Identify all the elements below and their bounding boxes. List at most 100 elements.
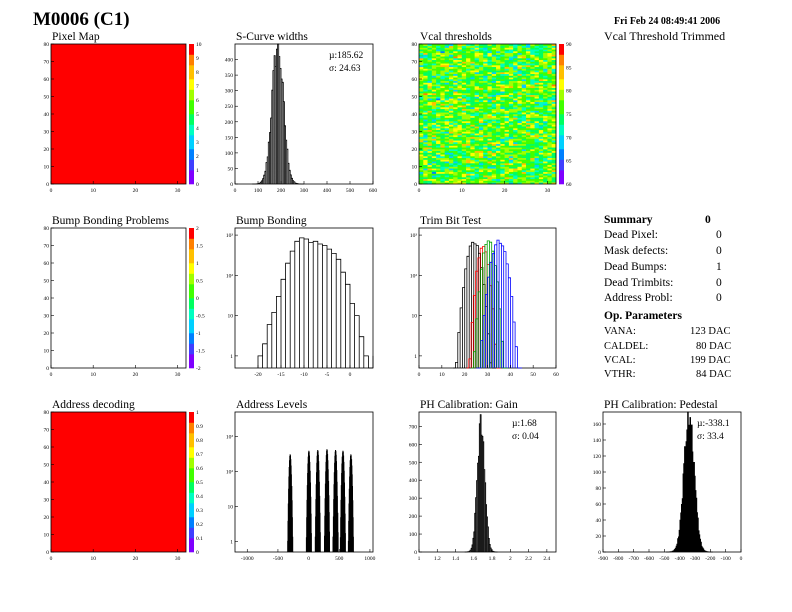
heatmap-cell (530, 58, 535, 61)
heatmap-cell (423, 110, 428, 113)
heatmap-cell (466, 159, 471, 162)
heatmap-cell (513, 82, 518, 85)
heatmap-cell (487, 84, 493, 87)
heatmap-cell (461, 121, 467, 124)
summary-label-address-probl: Address Probl: (604, 292, 673, 304)
heatmap-cell (478, 103, 484, 106)
heatmap-cell (483, 136, 488, 139)
heatmap-cell (423, 147, 428, 150)
heatmap-cell (444, 68, 450, 71)
heatmap-cell (474, 86, 480, 89)
heatmap-cell (470, 49, 475, 52)
heatmap-cell (491, 80, 497, 83)
heatmap-cell (474, 128, 480, 131)
heatmap-cell (431, 149, 437, 152)
heatmap-cell (478, 86, 484, 89)
summary-value-dead-trimbits: 0 (716, 277, 722, 289)
heatmap-cell (444, 143, 450, 146)
heatmap-cell (547, 72, 553, 75)
heatmap-cell (470, 59, 475, 62)
x-tick-label: 1.6 (470, 556, 477, 562)
color-bar-tick-label: 0.3 (196, 508, 203, 514)
color-bar-segment (189, 152, 194, 157)
heatmap-cell (470, 145, 475, 148)
heatmap-cell (419, 180, 424, 183)
heatmap-cell (436, 73, 441, 76)
x-tick-label: 10 (90, 188, 96, 194)
heatmap-cell (543, 129, 548, 132)
heatmap-cell (508, 121, 514, 124)
heatmap-cell (496, 175, 501, 178)
heatmap-cell (491, 136, 497, 139)
heatmap-cell (521, 73, 527, 76)
heatmap-cell (440, 142, 445, 145)
heatmap-cell (483, 124, 488, 127)
heatmap-cell (470, 180, 475, 183)
heatmap-cell (517, 44, 523, 47)
heatmap-cell (474, 156, 480, 159)
heatmap-cell (526, 56, 531, 59)
heatmap-cell (483, 89, 488, 92)
heatmap-cell (457, 150, 463, 153)
heatmap-cell (470, 89, 475, 92)
heatmap-cell (453, 117, 458, 120)
heatmap-cell (436, 63, 441, 66)
color-bar-segment (189, 51, 194, 55)
heatmap-cell (478, 107, 484, 110)
heatmap-cell (491, 163, 497, 166)
heatmap-cell (551, 170, 557, 173)
heatmap-cell (461, 152, 467, 155)
heatmap-cell (436, 96, 441, 99)
heatmap-cell (500, 180, 505, 183)
heatmap-cell (534, 61, 540, 64)
heatmap-cell (470, 156, 475, 159)
heatmap-cell (470, 73, 475, 76)
heatmap-cell (440, 112, 445, 115)
chart-title: S-Curve widths (236, 31, 308, 43)
x-tick-label: 0 (740, 556, 743, 562)
heatmap-cell (444, 129, 450, 132)
heatmap-cell (440, 128, 445, 131)
color-bar-segment (189, 548, 194, 553)
heatmap-cell (419, 61, 424, 64)
heatmap-cell (496, 58, 501, 61)
heatmap-cell (461, 122, 467, 125)
heatmap-cell (453, 84, 458, 87)
heatmap-cell (526, 45, 531, 48)
heatmap-cell (457, 145, 463, 148)
heatmap-cell (521, 89, 527, 92)
color-bar-segment (189, 305, 194, 309)
heatmap-cell (526, 156, 531, 159)
heatmap-cell (526, 126, 531, 129)
heatmap-cell (474, 94, 480, 97)
heatmap-cell (436, 156, 441, 159)
heatmap-cell (526, 98, 531, 101)
heatmap-cell (526, 177, 531, 180)
heatmap-cell (526, 100, 531, 103)
heatmap-cell (500, 98, 505, 101)
heatmap-cell (526, 122, 531, 125)
heatmap-cell (487, 180, 493, 183)
heatmap-cell (543, 140, 548, 143)
heatmap-cell (457, 177, 463, 180)
heatmap-cell (436, 138, 441, 141)
heatmap-cell (500, 170, 505, 173)
heatmap-cell (517, 177, 523, 180)
heatmap-cell (487, 98, 493, 101)
color-bar-segment (189, 319, 194, 323)
heatmap-cell (487, 138, 493, 141)
heatmap-cell (551, 87, 557, 90)
heatmap-cell (444, 98, 450, 101)
heatmap-cell (487, 66, 493, 69)
heatmap-cell (478, 44, 484, 47)
heatmap-cell (538, 128, 544, 131)
heatmap-cell (419, 65, 424, 68)
heatmap-cell (487, 75, 493, 78)
heatmap-cell (491, 126, 497, 129)
heatmap-cell (423, 86, 428, 89)
heatmap-cell (461, 66, 467, 69)
heatmap-cell (457, 77, 463, 80)
heatmap-cell (496, 56, 501, 59)
heatmap-cell (440, 101, 445, 104)
heatmap-cell (504, 170, 510, 173)
